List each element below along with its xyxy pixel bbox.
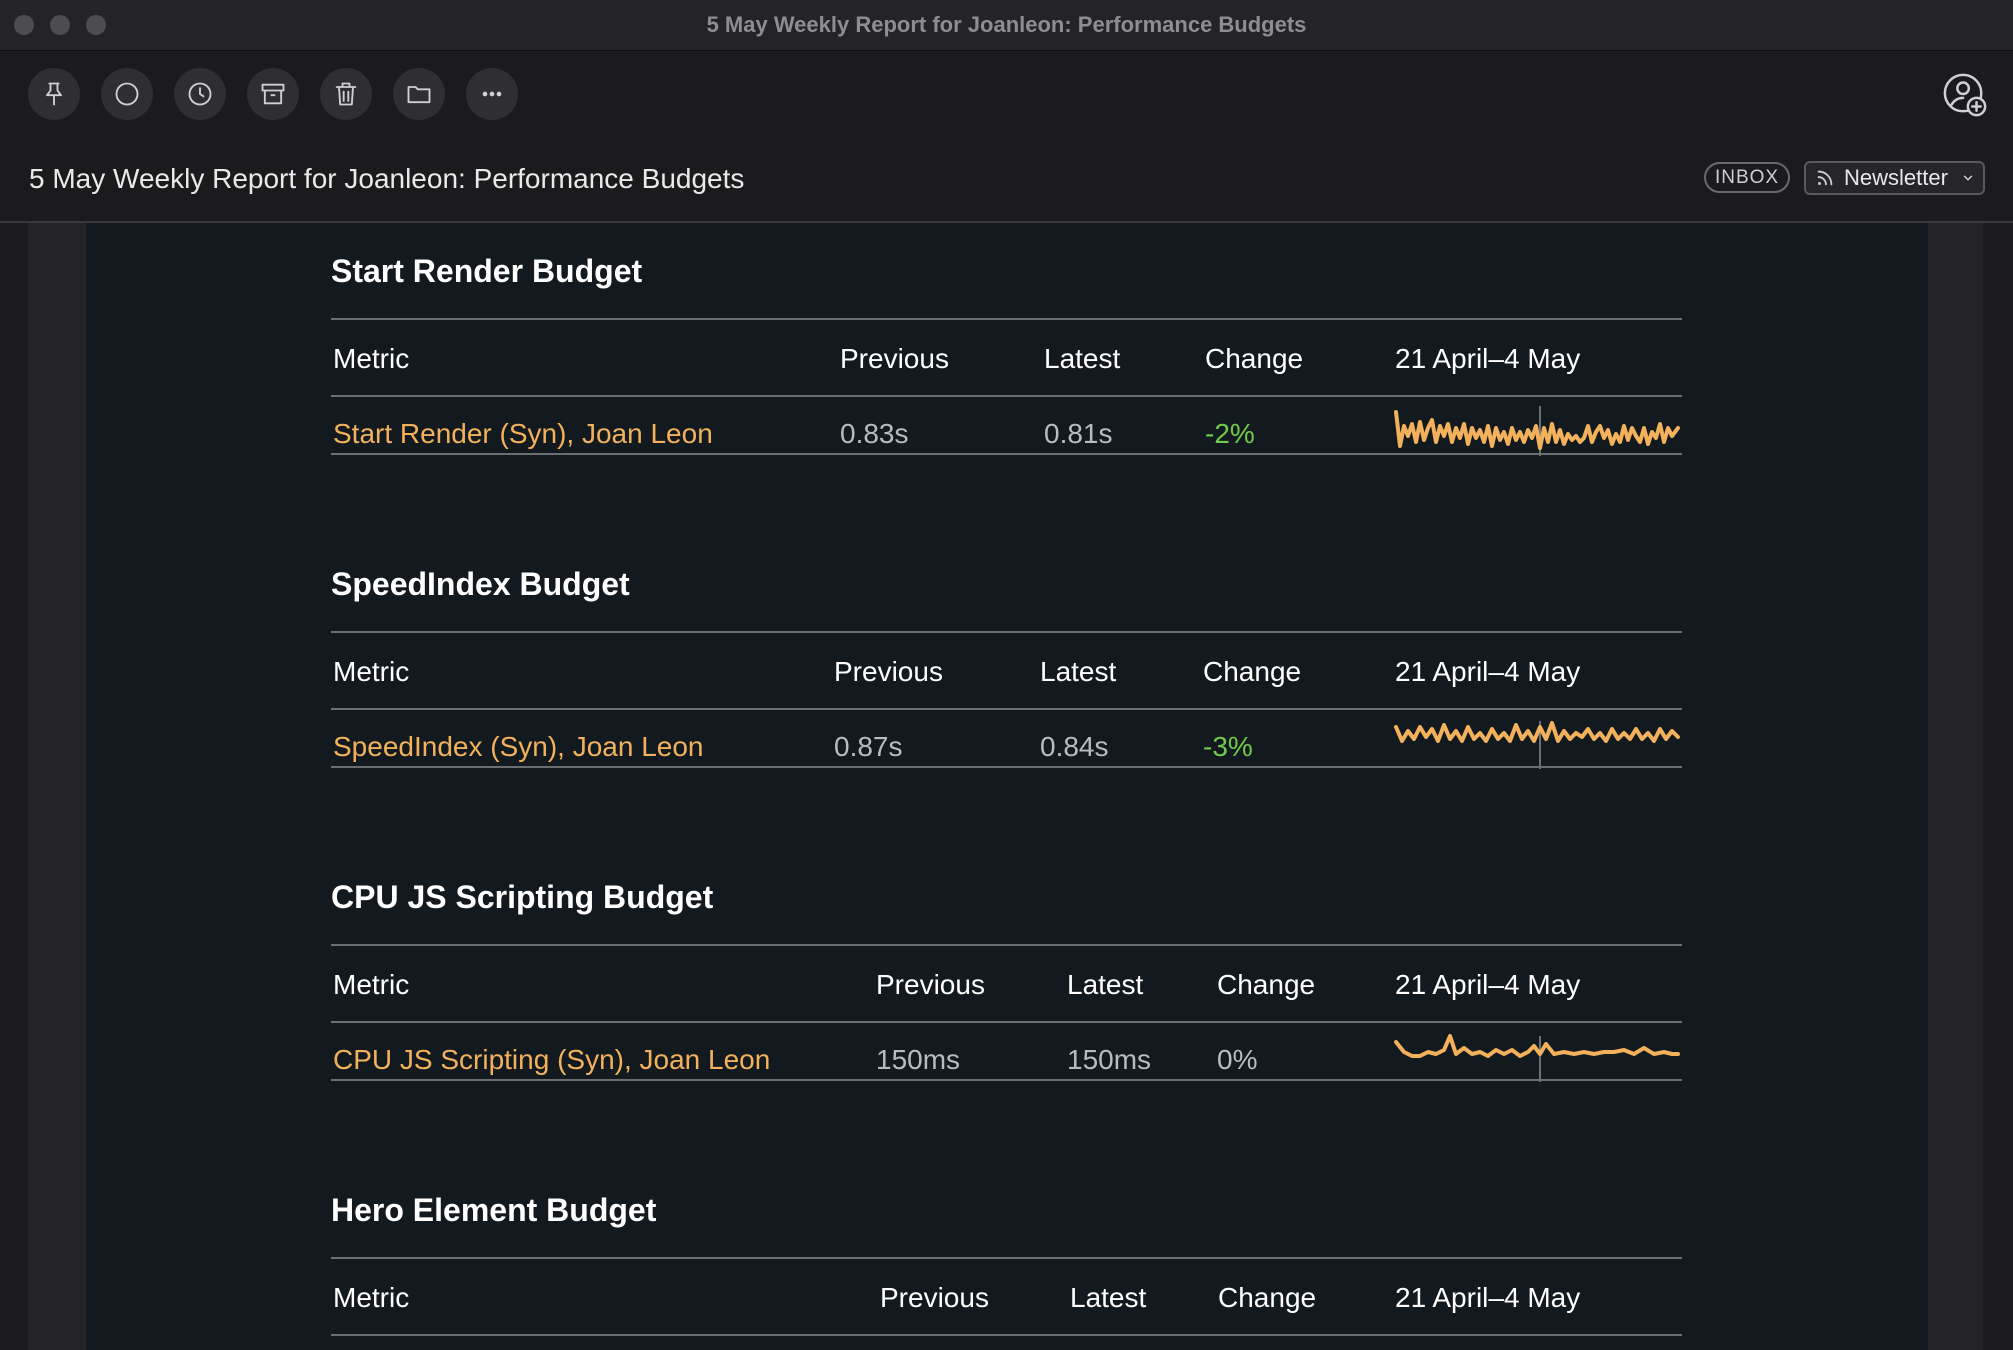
header-date-range: 21 April–4 May bbox=[1395, 656, 1581, 687]
header-previous: Previous bbox=[834, 656, 943, 687]
previous-value: 0.83s bbox=[840, 418, 909, 449]
divider bbox=[331, 631, 1682, 633]
archive-button[interactable] bbox=[247, 68, 299, 120]
metric-link[interactable]: CPU JS Scripting (Syn), Joan Leon bbox=[333, 1044, 771, 1075]
header-change: Change bbox=[1203, 656, 1302, 687]
divider bbox=[331, 318, 1682, 320]
sparkline-speedindex bbox=[1394, 721, 1680, 769]
chevron-down-icon bbox=[1963, 175, 1973, 181]
change-value: -2% bbox=[1205, 418, 1255, 449]
message-toolbar: 5 May Weekly Report for Joanleon: Perfor… bbox=[0, 51, 2013, 223]
header-metric: Metric bbox=[333, 656, 410, 687]
snooze-button[interactable] bbox=[174, 68, 226, 120]
add-account-icon bbox=[1943, 73, 1987, 117]
header-change: Change bbox=[1217, 969, 1316, 1000]
header-metric: Metric bbox=[333, 1282, 410, 1313]
budget-section-speedindex: SpeedIndex Budget Metric Previous Latest… bbox=[331, 536, 1682, 856]
header-latest: Latest bbox=[1040, 656, 1117, 687]
divider bbox=[331, 1334, 1682, 1336]
previous-value: 0.87s bbox=[834, 731, 903, 762]
section-title: CPU JS Scripting Budget bbox=[331, 879, 714, 915]
archive-icon bbox=[261, 83, 285, 105]
header-latest: Latest bbox=[1070, 1282, 1147, 1313]
inbox-badge[interactable]: INBOX bbox=[1704, 162, 1790, 193]
budget-section-cpu-js: CPU JS Scripting Budget Metric Previous … bbox=[331, 849, 1682, 1169]
header-change: Change bbox=[1218, 1282, 1317, 1313]
header-metric: Metric bbox=[333, 343, 410, 374]
header-previous: Previous bbox=[880, 1282, 989, 1313]
more-icon bbox=[482, 91, 502, 97]
rss-icon bbox=[1817, 170, 1833, 186]
section-title: SpeedIndex Budget bbox=[331, 566, 630, 602]
close-window-button[interactable] bbox=[14, 15, 34, 35]
header-metric: Metric bbox=[333, 969, 410, 1000]
header-previous: Previous bbox=[876, 969, 985, 1000]
title-bar: 5 May Weekly Report for Joanleon: Perfor… bbox=[0, 0, 2013, 51]
more-actions-button[interactable] bbox=[466, 68, 518, 120]
divider bbox=[331, 1079, 1682, 1081]
delete-button[interactable] bbox=[320, 68, 372, 120]
budget-section-start-render: Start Render Budget Metric Previous Late… bbox=[331, 223, 1682, 543]
change-value: 0% bbox=[1217, 1044, 1258, 1075]
section-title: Start Render Budget bbox=[331, 253, 643, 289]
header-latest: Latest bbox=[1044, 343, 1121, 374]
trash-icon bbox=[335, 82, 357, 106]
metric-link[interactable]: Start Render (Syn), Joan Leon bbox=[333, 418, 713, 449]
divider bbox=[331, 944, 1682, 946]
header-date-range: 21 April–4 May bbox=[1395, 343, 1581, 374]
header-latest: Latest bbox=[1067, 969, 1144, 1000]
minimize-window-button[interactable] bbox=[50, 15, 70, 35]
zoom-window-button[interactable] bbox=[86, 15, 106, 35]
pin-icon bbox=[46, 82, 62, 106]
header-change: Change bbox=[1205, 343, 1304, 374]
change-value: -3% bbox=[1203, 731, 1253, 762]
divider bbox=[331, 1021, 1682, 1023]
category-label: Newsletter bbox=[1844, 165, 1948, 190]
header-previous: Previous bbox=[840, 343, 949, 374]
latest-value: 0.84s bbox=[1040, 731, 1109, 762]
divider bbox=[331, 453, 1682, 455]
move-to-folder-button[interactable] bbox=[393, 68, 445, 120]
sparkline-cpu-js bbox=[1394, 1034, 1680, 1082]
metric-link[interactable]: SpeedIndex (Syn), Joan Leon bbox=[333, 731, 704, 762]
divider bbox=[331, 1257, 1682, 1259]
circle-icon bbox=[115, 82, 139, 106]
header-date-range: 21 April–4 May bbox=[1395, 969, 1581, 1000]
message-body[interactable]: Start Render Budget Metric Previous Late… bbox=[86, 223, 1928, 1350]
add-account-button[interactable] bbox=[1941, 71, 1989, 119]
divider bbox=[331, 708, 1682, 710]
sparkline-start-render bbox=[1394, 406, 1680, 456]
divider bbox=[331, 395, 1682, 397]
message-subject: 5 May Weekly Report for Joanleon: Perfor… bbox=[29, 163, 745, 194]
section-title: Hero Element Budget bbox=[331, 1192, 657, 1228]
category-dropdown[interactable]: Newsletter bbox=[1804, 161, 1985, 195]
latest-value: 150ms bbox=[1067, 1044, 1152, 1075]
pin-button[interactable] bbox=[28, 68, 80, 120]
divider bbox=[331, 766, 1682, 768]
mark-unread-button[interactable] bbox=[101, 68, 153, 120]
window-title: 5 May Weekly Report for Joanleon: Perfor… bbox=[706, 12, 1307, 37]
clock-icon bbox=[188, 82, 212, 106]
budget-section-hero-element: Hero Element Budget Metric Previous Late… bbox=[331, 1162, 1682, 1350]
folder-icon bbox=[407, 86, 431, 104]
previous-value: 150ms bbox=[876, 1044, 961, 1075]
latest-value: 0.81s bbox=[1044, 418, 1113, 449]
header-date-range: 21 April–4 May bbox=[1395, 1282, 1581, 1313]
